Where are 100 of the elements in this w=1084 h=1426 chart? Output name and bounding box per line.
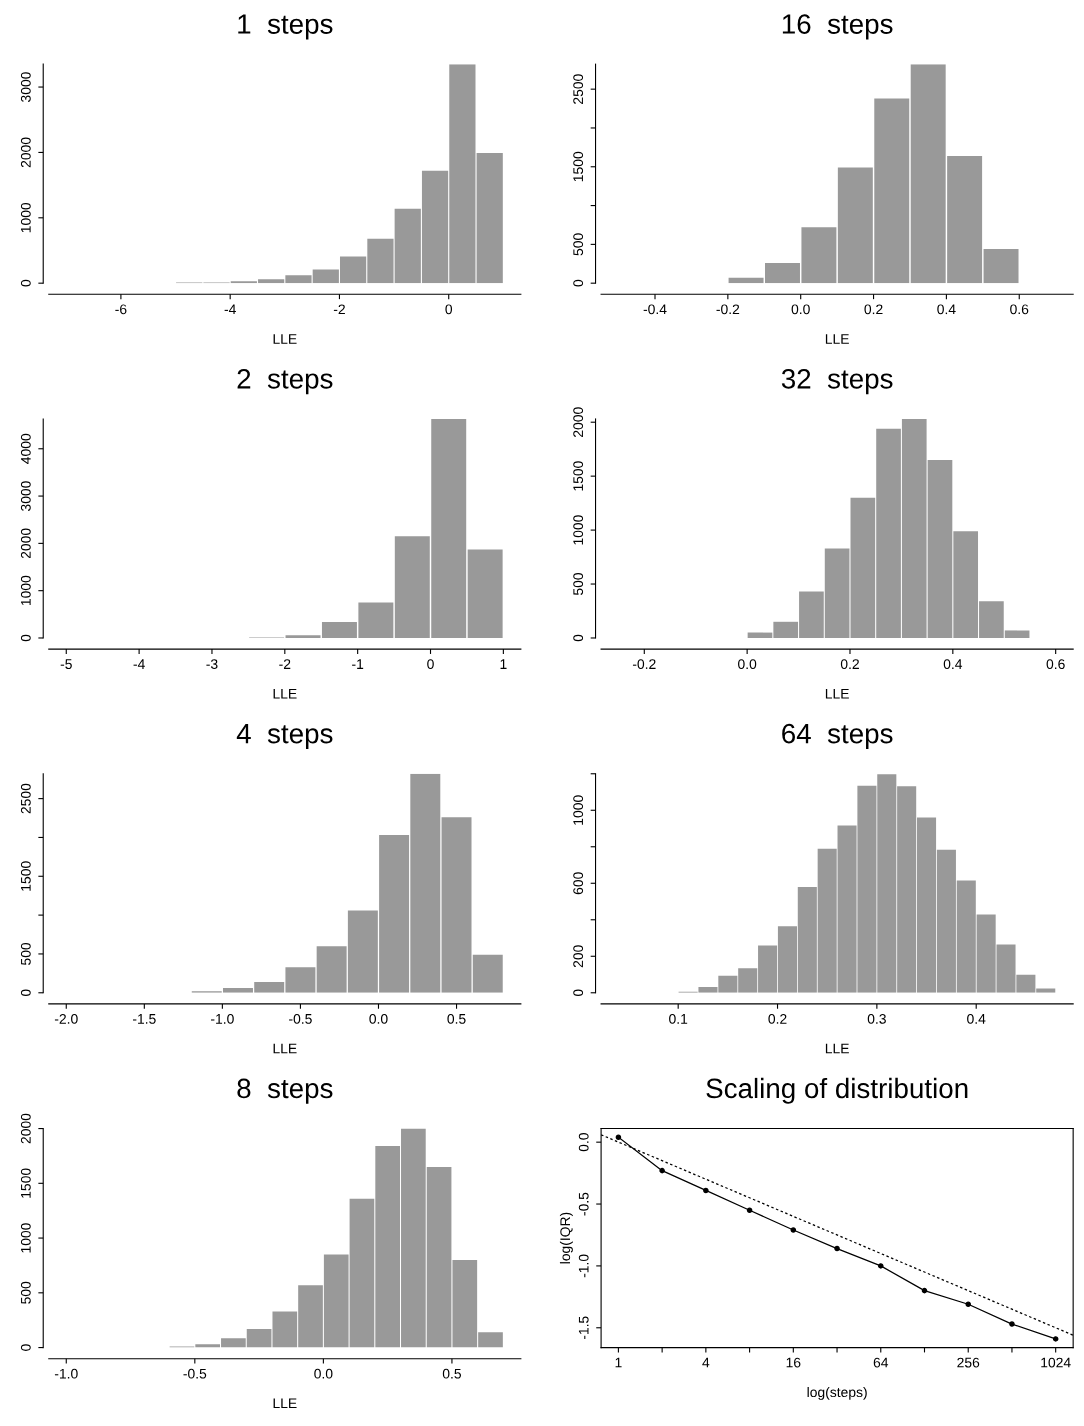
x-tick-label: 0.5 <box>442 1368 462 1379</box>
x-tick-label: -6 <box>115 304 127 315</box>
x-tick-label: 4 <box>702 1357 710 1368</box>
x-tick-label: 0.6 <box>1010 304 1029 315</box>
y-tick-label: 2000 <box>20 1113 31 1144</box>
x-tick-label: 0.2 <box>840 659 859 670</box>
x-tick-label: 1 <box>615 1357 622 1368</box>
x-tick-label: -0.2 <box>632 659 656 670</box>
x-tick-label: -1.0 <box>54 1368 78 1379</box>
y-tick-label: 500 <box>573 233 584 256</box>
x-tick-label: 0.0 <box>738 659 757 670</box>
point <box>615 1134 622 1140</box>
x-tick-label: -3 <box>206 659 218 670</box>
point <box>746 1207 753 1214</box>
y-tick-label: -1.0 <box>578 1254 589 1278</box>
x-tick-label: 0.4 <box>967 1013 986 1024</box>
y-tick-label: 1500 <box>573 461 584 491</box>
x-tick-label: -4 <box>224 304 236 315</box>
x-tick-label: 1024 <box>1041 1357 1071 1368</box>
x-axis-title: LLE <box>825 334 849 344</box>
y-tick-label: 1000 <box>573 795 584 825</box>
y-tick-label: 500 <box>573 572 584 596</box>
x-tick-label: 0.6 <box>1046 659 1065 670</box>
y-tick-label: 0 <box>20 1344 31 1351</box>
x-tick-label: 0.1 <box>669 1013 688 1024</box>
chart-title: 4 steps <box>236 724 333 749</box>
x-tick-label: -0.2 <box>716 304 740 315</box>
point <box>659 1167 665 1174</box>
y-tick-label: 1000 <box>20 202 31 233</box>
point <box>965 1301 972 1308</box>
point <box>834 1245 840 1252</box>
chart-title: 2 steps <box>237 369 333 395</box>
y-tick-label: -0.5 <box>578 1192 589 1216</box>
chart-title: 16 steps <box>782 14 893 40</box>
chart-title: 32 steps <box>781 369 893 395</box>
y-axis-title: log(IQR) <box>559 1212 573 1264</box>
y-tick-label: 2000 <box>20 137 31 168</box>
y-tick-label: 0.0 <box>578 1133 589 1152</box>
y-tick-label: 3000 <box>20 481 31 511</box>
x-tick-label: -4 <box>133 659 145 669</box>
y-tick-label: 200 <box>573 945 584 968</box>
x-tick-label: 0.0 <box>369 1013 388 1024</box>
y-tick-label: 1000 <box>20 1223 31 1253</box>
x-tick-label: -1 <box>352 659 364 669</box>
y-tick-label: 2000 <box>20 528 31 559</box>
point <box>703 1187 709 1194</box>
y-tick-label: 0 <box>20 279 31 287</box>
y-tick-label: 600 <box>573 872 584 895</box>
x-tick-label: -0.5 <box>183 1368 207 1379</box>
point <box>877 1263 884 1269</box>
x-tick-label: -1.5 <box>132 1014 156 1024</box>
x-tick-label: 0.3 <box>867 1013 886 1024</box>
x-tick-label: 16 <box>786 1357 801 1368</box>
chart-title: 8 steps <box>237 1078 333 1104</box>
x-tick-label: 64 <box>873 1357 889 1368</box>
x-axis-title: LLE <box>273 334 297 344</box>
y-tick-label: 0 <box>20 989 31 997</box>
x-tick-label: -0.5 <box>289 1013 312 1024</box>
point <box>1009 1321 1015 1327</box>
x-axis-title: log(steps) <box>807 1386 867 1400</box>
y-tick-label: 1000 <box>573 515 584 545</box>
y-tick-label: 2500 <box>573 74 584 104</box>
x-tick-label: 0.2 <box>768 1013 787 1024</box>
y-tick-label: 0 <box>573 989 584 997</box>
x-tick-label: 0.5 <box>447 1013 466 1024</box>
y-tick-label: -1.5 <box>578 1316 589 1340</box>
y-tick-label: 0 <box>573 279 584 287</box>
y-tick-label: 0 <box>573 634 584 642</box>
y-tick-label: 1000 <box>20 575 31 606</box>
x-tick-label: 0 <box>445 304 453 315</box>
y-tick-label: 3000 <box>20 72 31 102</box>
x-tick-label: -2.0 <box>54 1013 78 1024</box>
point <box>790 1227 797 1233</box>
point <box>921 1287 928 1294</box>
y-tick-label: 500 <box>20 1281 31 1304</box>
x-axis-title: LLE <box>825 1043 849 1054</box>
chart-title: 64 steps <box>782 723 893 749</box>
y-tick-label: 2000 <box>573 407 584 437</box>
x-tick-label: 0.0 <box>314 1368 333 1379</box>
y-tick-label: 500 <box>20 942 31 965</box>
x-axis-title: LLE <box>273 688 297 699</box>
x-tick-label: -1.0 <box>211 1013 234 1024</box>
x-tick-label: 0.2 <box>864 304 883 315</box>
x-axis-title: LLE <box>825 688 849 699</box>
x-tick-label: 0.4 <box>943 659 963 670</box>
x-axis-title: LLE <box>273 1043 297 1054</box>
y-tick-label: 1500 <box>573 151 584 182</box>
point <box>1052 1336 1059 1342</box>
x-tick-label: 0.0 <box>791 304 810 315</box>
x-axis-title: LLE <box>273 1398 297 1409</box>
y-tick-label: 4000 <box>20 433 31 464</box>
y-tick-label: 1500 <box>20 1168 31 1198</box>
x-tick-label: -0.4 <box>643 304 667 315</box>
x-tick-label: 1 <box>500 659 507 669</box>
x-tick-label: 0 <box>427 659 434 670</box>
x-tick-label: -5 <box>60 659 72 670</box>
x-tick-label: -2 <box>279 659 291 669</box>
y-tick-label: 2500 <box>20 783 31 814</box>
y-tick-label: 1500 <box>20 861 31 891</box>
x-tick-label: 256 <box>957 1357 980 1368</box>
